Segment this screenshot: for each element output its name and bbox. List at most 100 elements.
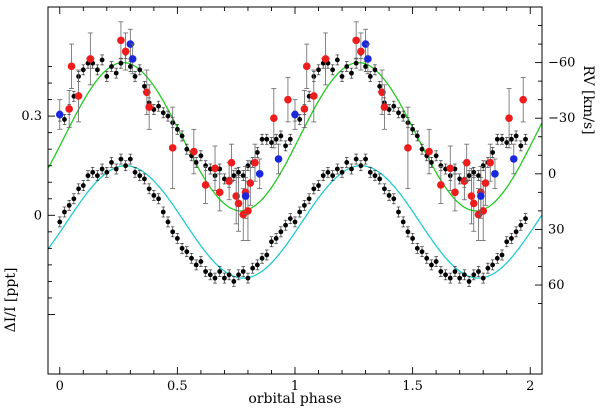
lc-fitted-point: [90, 169, 96, 175]
lc-fitted-point: [212, 275, 218, 281]
lc-fitted-point: [66, 202, 72, 208]
lc-raw-point: [236, 169, 241, 175]
lc-raw-point: [499, 136, 505, 142]
rv-red-point: [211, 164, 219, 173]
lc-raw-point: [438, 163, 444, 169]
lc-raw-point: [231, 173, 237, 179]
rv-red-point: [145, 103, 153, 111]
lc-fitted-point: [485, 265, 491, 271]
lc-fitted-point: [99, 166, 105, 172]
series-layer: [47, 21, 543, 287]
lc-fitted-point: [320, 173, 326, 179]
lc-fitted-point: [513, 229, 519, 235]
lc-raw-point: [273, 136, 279, 142]
lc-fitted-point: [325, 169, 331, 175]
left-y-tick-label: 0: [34, 208, 42, 223]
lc-fitted-point: [118, 156, 124, 162]
lc-fitted-point: [471, 272, 477, 278]
lc-raw-point: [330, 67, 336, 73]
lc-fitted-point: [386, 193, 392, 198]
lc-raw-point: [254, 150, 260, 155]
lc-fitted-point: [396, 209, 401, 215]
lc-fitted-point: [391, 196, 397, 202]
lc-fitted-point: [207, 272, 213, 278]
lc-raw-point: [353, 60, 359, 66]
rv-red-point: [117, 36, 125, 45]
lc-fitted-point: [466, 279, 472, 284]
lc-fitted-point: [193, 262, 199, 268]
lc-fitted-point: [254, 262, 260, 268]
lc-fitted-point: [499, 252, 505, 258]
rv-blue-point: [291, 110, 299, 119]
rv-model-curve: [47, 61, 543, 212]
rv-blue-point: [274, 155, 283, 163]
lc-fitted-point: [198, 259, 204, 264]
rv-red-point: [462, 158, 471, 167]
lc-raw-point: [132, 74, 138, 79]
rv-red-point: [86, 55, 95, 63]
lc-raw-point: [471, 169, 477, 175]
lc-fitted-point: [509, 236, 514, 241]
lc-raw-point: [264, 136, 270, 142]
lc-raw-point: [349, 70, 354, 76]
lc-fitted-point: [306, 196, 312, 202]
lc-fitted-point: [236, 272, 241, 278]
rv-red-point: [190, 147, 198, 156]
rv-red-point: [251, 158, 259, 167]
lc-fitted-point: [146, 186, 152, 192]
rv-red-point: [215, 188, 224, 197]
lc-raw-point: [414, 133, 420, 139]
lc-fitted-point: [170, 229, 176, 235]
rv-red-point: [378, 88, 386, 97]
right-y-tick-label: −60: [548, 56, 575, 71]
lc-fitted-point: [273, 236, 279, 241]
right-y-tick-label: −30: [548, 111, 575, 126]
rv-red-point: [302, 62, 311, 71]
lc-raw-point: [269, 140, 274, 145]
lc-fitted-point: [278, 229, 284, 235]
rv-red-point: [201, 181, 210, 189]
rv-red-point: [481, 179, 490, 187]
lc-fitted-point: [424, 255, 430, 261]
rv-red-point: [519, 95, 527, 104]
rv-blue-point: [477, 192, 485, 200]
lc-raw-point: [344, 64, 350, 69]
lc-fitted-point: [518, 222, 524, 228]
lc-raw-point: [203, 163, 209, 169]
rv-red-point: [227, 158, 236, 167]
lc-fitted-point: [414, 245, 420, 251]
rv-blue-point: [255, 170, 264, 178]
x-axis-title: orbital phase: [248, 391, 341, 407]
lc-fitted-point: [222, 275, 227, 281]
lc-raw-point: [297, 117, 303, 122]
lc-fitted-point: [504, 239, 510, 245]
rv-red-point: [486, 158, 495, 167]
lc-raw-point: [245, 163, 251, 169]
lc-fitted-point: [443, 272, 448, 278]
lc-fitted-point: [363, 156, 368, 162]
left-y-axis-title: ΔI/I [ppt]: [3, 268, 19, 333]
lc-fitted-point: [123, 163, 129, 169]
lc-fitted-point: [490, 262, 495, 268]
rv-blue-point: [364, 55, 372, 63]
lc-raw-point: [480, 163, 486, 169]
lc-raw-point: [419, 146, 425, 152]
lc-fitted-point: [292, 219, 298, 225]
lc-raw-point: [287, 136, 293, 142]
lc-fitted-point: [71, 196, 77, 202]
rv-red-point: [505, 114, 513, 123]
lc-fitted-point: [358, 163, 364, 169]
lc-raw-point: [429, 159, 434, 165]
lc-raw-point: [509, 136, 514, 142]
lc-raw-point: [113, 70, 119, 76]
rv-red-point: [74, 92, 83, 100]
rv-red-point: [467, 192, 476, 200]
lc-model-curve: [47, 165, 543, 279]
lc-fitted-point: [410, 236, 416, 241]
rv-blue-point: [509, 155, 518, 163]
lc-raw-point: [80, 67, 86, 73]
lc-raw-point: [165, 113, 171, 119]
rv-red-point: [446, 164, 455, 173]
rv-red-point: [321, 55, 330, 63]
